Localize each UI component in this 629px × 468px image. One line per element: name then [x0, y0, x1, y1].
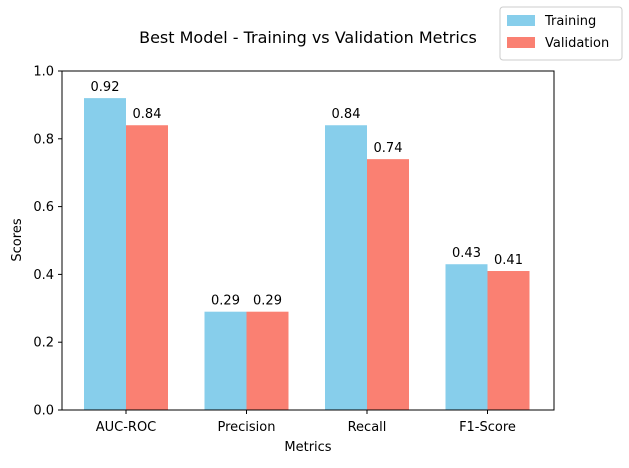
bar-training-recall — [325, 125, 367, 411]
data-label: 0.29 — [253, 294, 282, 309]
x-tick-label: F1-Score — [459, 420, 516, 435]
y-tick-label: 0.8 — [33, 132, 54, 147]
x-axis: AUC-ROC Precision Recall F1-Score — [96, 410, 516, 435]
legend-swatch-training — [507, 15, 535, 26]
y-axis: 0.0 0.2 0.4 0.6 0.8 1.0 — [33, 65, 62, 419]
bar-validation-precision — [246, 311, 289, 410]
data-label: 0.43 — [452, 246, 481, 261]
data-label: 0.84 — [133, 107, 162, 122]
x-tick-label: Recall — [348, 420, 387, 435]
chart-title: Best Model - Training vs Validation Metr… — [139, 28, 477, 47]
x-tick-label: AUC-ROC — [96, 420, 157, 435]
bar-training-auc-roc — [84, 98, 126, 411]
plot-frame — [61, 70, 555, 411]
y-tick-label: 0.2 — [33, 336, 54, 351]
y-tick-label: 0.4 — [33, 268, 54, 283]
x-tick-label: Precision — [217, 420, 275, 435]
bar-validation-auc-roc — [126, 125, 168, 411]
y-tick-label: 0.0 — [33, 404, 54, 419]
bar-training-f1-score — [445, 264, 488, 410]
data-label: 0.84 — [332, 107, 361, 122]
data-label: 0.92 — [91, 80, 120, 95]
data-label: 0.74 — [374, 141, 403, 156]
legend-label-validation: Validation — [545, 36, 609, 51]
x-axis-label: Metrics — [284, 440, 331, 455]
y-tick-label: 1.0 — [33, 65, 54, 80]
legend: Training Validation — [499, 6, 623, 61]
y-axis-label: Scores — [10, 218, 25, 261]
legend-swatch-validation — [507, 37, 535, 48]
bar-validation-f1-score — [487, 271, 530, 410]
y-tick-label: 0.6 — [33, 200, 54, 215]
bar-training-precision — [204, 311, 247, 410]
legend-label-training: Training — [544, 14, 596, 29]
data-label: 0.41 — [494, 253, 523, 268]
data-label: 0.29 — [211, 294, 240, 309]
plot-area: 0.92 0.29 0.84 0.43 0.84 0.29 0.74 0.41 — [84, 80, 530, 411]
bar-validation-recall — [367, 159, 409, 410]
